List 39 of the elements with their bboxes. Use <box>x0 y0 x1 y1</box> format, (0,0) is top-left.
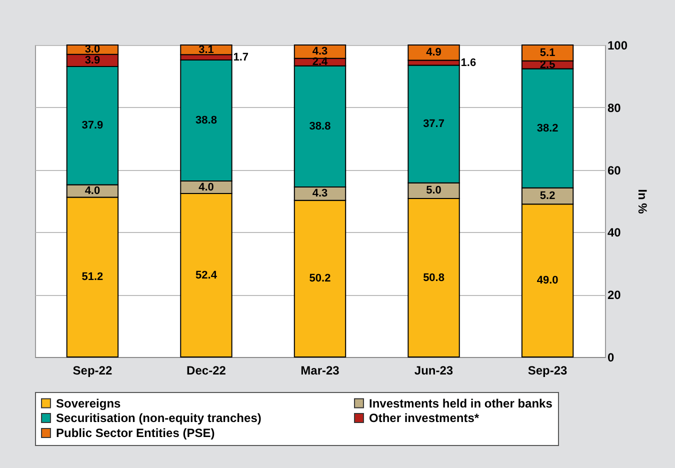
x-tick-label: Sep-23 <box>528 364 568 378</box>
data-label: 38.2 <box>536 122 558 134</box>
data-label: 51.2 <box>82 271 104 284</box>
data-label: 37.9 <box>82 120 104 132</box>
data-label: 4.9 <box>426 46 442 59</box>
y-tick-label: 100 <box>608 38 628 52</box>
data-label: 4.3 <box>312 46 328 58</box>
y-tick-label: 40 <box>608 226 622 240</box>
data-label: 4.0 <box>198 181 214 194</box>
data-label: 52.4 <box>196 269 218 282</box>
data-label: 37.7 <box>423 118 444 130</box>
data-label: 3.1 <box>198 44 214 56</box>
data-label: 3.9 <box>84 54 100 66</box>
data-label: 1.7 <box>233 51 249 64</box>
y-axis-title: In % <box>636 189 650 214</box>
data-label: 5.0 <box>426 184 442 197</box>
y-tick-label: 20 <box>608 288 622 302</box>
data-label: 38.8 <box>196 114 217 127</box>
legend-label: Public Sector Entities (PSE) <box>56 426 215 440</box>
y-tick-label: 60 <box>608 163 622 178</box>
x-tick-label: Sep-22 <box>72 364 112 378</box>
data-label: 5.2 <box>540 190 556 202</box>
data-label: 4.0 <box>84 185 100 198</box>
legend-label: Investments held in other banks <box>369 396 553 410</box>
data-label: 5.1 <box>540 46 556 59</box>
x-tick-label: Mar-23 <box>300 364 340 378</box>
data-label: 38.8 <box>309 120 331 132</box>
data-label: 50.8 <box>423 272 444 284</box>
legend-label: Sovereigns <box>56 396 122 410</box>
legend-label: Other investments* <box>369 411 480 425</box>
y-tick-label: 0 <box>608 350 614 364</box>
x-tick-label: Dec-22 <box>186 364 226 378</box>
legend-label: Securitisation (non-equity tranches) <box>56 411 262 425</box>
data-label: 4.3 <box>312 188 328 200</box>
y-tick-label: 80 <box>608 100 622 115</box>
x-tick-label: Jun-23 <box>414 364 454 378</box>
data-label: 49.0 <box>536 274 558 287</box>
data-label: 1.6 <box>460 56 476 69</box>
data-label: 50.2 <box>309 272 331 285</box>
